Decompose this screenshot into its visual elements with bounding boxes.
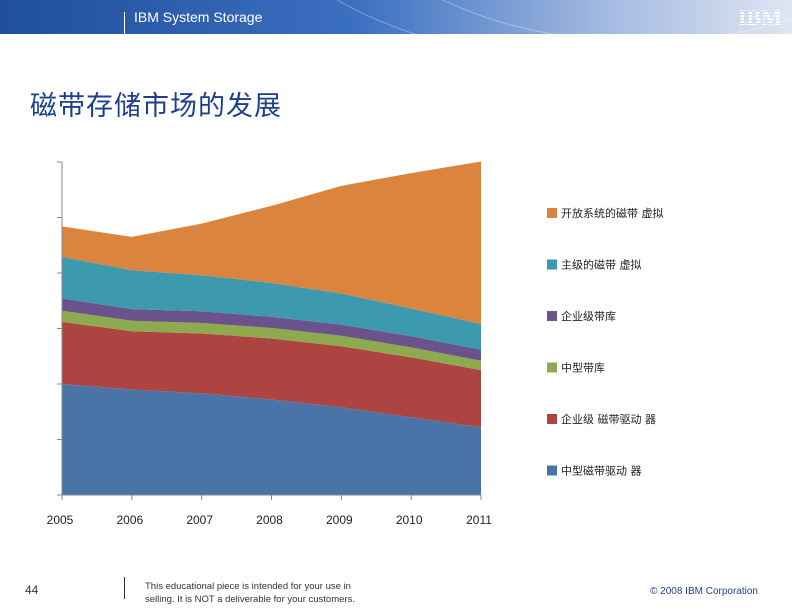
ibm-logo: IBM xyxy=(738,6,782,28)
area-series-6 xyxy=(62,161,481,325)
legend-label: 主级的磁带 虚拟 xyxy=(561,258,642,272)
header-bar: IBM System Storage IBM xyxy=(0,0,792,34)
area-series-3 xyxy=(62,310,481,371)
chart-axes xyxy=(57,161,482,500)
x-tick-label-2008: 2008 xyxy=(256,513,283,527)
legend-label: 开放系统的磁带 虚拟 xyxy=(561,206,664,220)
slide-title: 磁带存储市场的发展 xyxy=(30,91,282,122)
legend-swatch xyxy=(547,465,557,476)
x-tick-labels: 2005 2006 2007 2008 2009 2010 2011 xyxy=(47,513,493,527)
x-tick-label-2010: 2010 xyxy=(396,513,423,527)
legend-label: 中型带库 xyxy=(561,361,605,375)
legend-label: 中型磁带驱动 器 xyxy=(561,464,642,478)
area-series-2 xyxy=(62,321,481,428)
x-tick-label-2007: 2007 xyxy=(186,513,213,527)
legend-swatch xyxy=(547,259,557,270)
footer-divider xyxy=(124,577,125,599)
footer-note-line-1: This educational piece is intended for y… xyxy=(145,581,351,592)
x-tick-label-2006: 2006 xyxy=(116,513,143,527)
page-number: 44 xyxy=(25,583,39,597)
legend-label: 企业级 磁带驱动 器 xyxy=(561,412,656,426)
footer-note-line-2: selling. It is NOT a deliverable for you… xyxy=(145,594,355,605)
legend-swatch xyxy=(547,208,557,218)
svg-text:IBM: IBM xyxy=(738,6,782,28)
x-tick-label-2005: 2005 xyxy=(47,513,74,527)
header-title: IBM System Storage xyxy=(134,9,263,25)
legend-swatch xyxy=(547,362,557,373)
legend-swatch xyxy=(547,311,557,321)
copyright: © 2008 IBM Corporation xyxy=(650,586,758,597)
stacked-area-chart: 2005 2006 2007 2008 2009 2010 2011 开放系统的磁带 虚拟主… xyxy=(47,161,664,527)
area-series-4 xyxy=(62,298,481,361)
legend-swatch xyxy=(547,414,557,424)
legend-label: 企业级带库 xyxy=(561,309,616,323)
x-tick-label-2009: 2009 xyxy=(326,513,353,527)
x-tick-label-2011: 2011 xyxy=(466,513,492,527)
header-divider xyxy=(124,12,125,34)
area-series-1 xyxy=(62,384,481,495)
footer-note: This educational piece is intended for y… xyxy=(145,580,405,606)
chart-areas xyxy=(62,161,481,495)
area-series-5 xyxy=(62,256,481,350)
